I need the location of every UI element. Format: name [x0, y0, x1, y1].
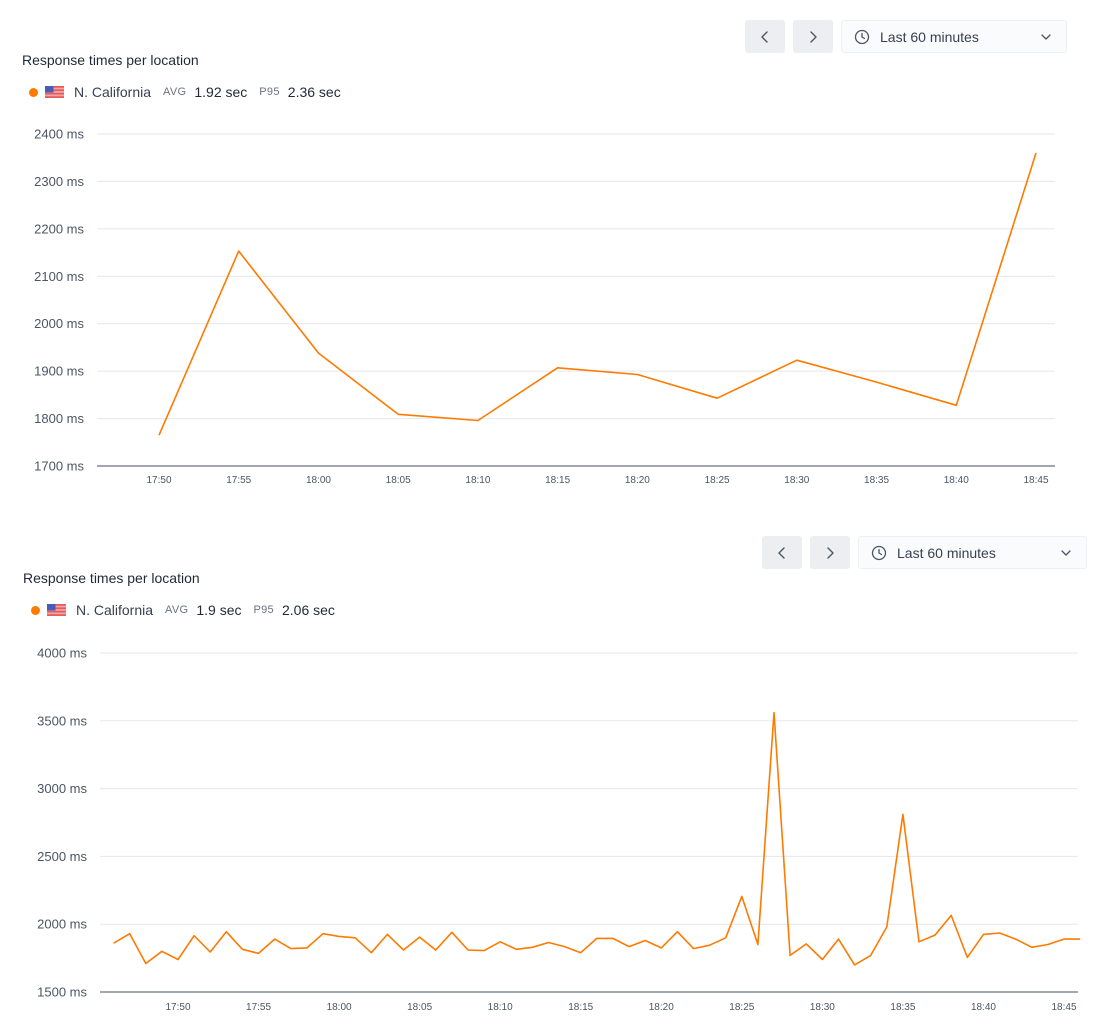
time-range-label: Last 60 minutes	[880, 28, 979, 45]
response-times-chart: 1500 ms 2000 ms 2500 ms 3000 ms 3500 ms 4000 …	[37, 646, 1081, 1013]
chart-title: Response times per location	[22, 52, 199, 68]
previous-range-button[interactable]	[762, 536, 802, 569]
chevron-right-icon	[827, 546, 834, 559]
y-tick-label: 2500 ms	[37, 849, 87, 864]
chevron-down-icon	[1061, 549, 1071, 556]
clock-icon	[854, 29, 870, 44]
y-tick-label: 2000 ms	[37, 917, 87, 932]
y-tick-label: 1700 ms	[34, 459, 84, 474]
x-tick-label: 18:35	[890, 1002, 915, 1013]
x-tick-label: 18:20	[649, 1002, 674, 1013]
time-range-select[interactable]: Last 60 minutes	[858, 536, 1087, 569]
time-range-label: Last 60 minutes	[897, 544, 996, 561]
us-flag-icon	[45, 86, 64, 98]
chevron-right-icon	[810, 30, 817, 43]
clock-icon	[871, 545, 887, 560]
time-toolbar: Last 60 minutes	[745, 20, 1067, 53]
response-times-chart: 1700 ms 1800 ms 1900 ms 2000 ms 2100 ms 2200 …	[34, 127, 1055, 486]
previous-range-button[interactable]	[745, 20, 785, 53]
y-tick-label: 1800 ms	[34, 411, 84, 426]
chart-panel: 1500 ms 2000 ms 2500 ms 3000 ms 3500 ms 4000 …	[0, 517, 1114, 1025]
x-tick-label: 18:00	[306, 475, 331, 486]
avg-label: AVG	[165, 604, 189, 616]
time-range-select[interactable]: Last 60 minutes	[841, 20, 1067, 53]
next-range-button[interactable]	[793, 20, 833, 53]
x-tick-label: 18:05	[386, 475, 411, 486]
chevron-down-icon	[1041, 33, 1051, 40]
chevron-left-icon	[778, 546, 785, 559]
x-tick-label: 18:10	[488, 1002, 513, 1013]
p95-value: 2.06 sec	[281, 602, 335, 618]
y-tick-label: 1900 ms	[34, 364, 84, 379]
legend-location: N. California	[76, 602, 154, 618]
x-tick-label: 18:40	[971, 1002, 996, 1013]
y-tick-label: 2000 ms	[34, 316, 84, 331]
chart-panel: 1700 ms 1800 ms 1900 ms 2000 ms 2100 ms 2200 …	[0, 0, 1114, 510]
next-range-button[interactable]	[810, 536, 850, 569]
avg-value: 1.92 sec	[194, 84, 248, 100]
y-tick-label: 1500 ms	[37, 985, 87, 1000]
y-tick-label: 2400 ms	[34, 127, 84, 142]
avg-value: 1.9 sec	[196, 602, 242, 618]
p95-value: 2.36 sec	[287, 84, 341, 100]
p95-label: P95	[253, 604, 274, 616]
series-line	[158, 152, 1037, 436]
series-color-dot	[31, 605, 40, 615]
x-tick-label: 18:10	[465, 475, 490, 486]
time-toolbar: Last 60 minutes	[762, 536, 1087, 569]
y-tick-label: 3500 ms	[37, 713, 87, 728]
x-tick-label: 18:30	[784, 475, 809, 486]
y-tick-label: 2100 ms	[34, 269, 84, 284]
x-tick-label: 18:25	[705, 475, 730, 486]
x-tick-label: 17:55	[226, 475, 251, 486]
y-tick-label: 2200 ms	[34, 221, 84, 236]
x-tick-label: 17:50	[165, 1002, 190, 1013]
x-tick-label: 18:00	[327, 1002, 352, 1013]
x-tick-label: 18:35	[864, 475, 889, 486]
us-flag-icon	[47, 604, 66, 616]
x-tick-label: 18:45	[1051, 1002, 1076, 1013]
x-tick-label: 18:20	[625, 475, 650, 486]
chevron-left-icon	[761, 30, 768, 43]
x-tick-label: 18:30	[810, 1002, 835, 1013]
chart-legend: N. California AVG 1.9 sec P95 2.06 sec	[31, 602, 347, 618]
chart-title: Response times per location	[23, 570, 200, 586]
series-color-dot	[29, 87, 38, 97]
y-tick-label: 2300 ms	[34, 174, 84, 189]
x-tick-label: 18:15	[545, 475, 570, 486]
x-tick-label: 17:55	[246, 1002, 271, 1013]
series-line	[113, 711, 1081, 966]
x-tick-label: 18:25	[729, 1002, 754, 1013]
x-tick-label: 18:45	[1023, 475, 1048, 486]
avg-label: AVG	[163, 86, 187, 98]
y-tick-label: 4000 ms	[37, 646, 87, 661]
x-tick-label: 18:40	[944, 475, 969, 486]
x-tick-label: 18:15	[568, 1002, 593, 1013]
p95-label: P95	[259, 86, 280, 98]
legend-location: N. California	[74, 84, 152, 100]
y-tick-label: 3000 ms	[37, 781, 87, 796]
chart-legend: N. California AVG 1.92 sec P95 2.36 sec	[29, 84, 353, 100]
x-tick-label: 18:05	[407, 1002, 432, 1013]
x-tick-label: 17:50	[146, 475, 171, 486]
